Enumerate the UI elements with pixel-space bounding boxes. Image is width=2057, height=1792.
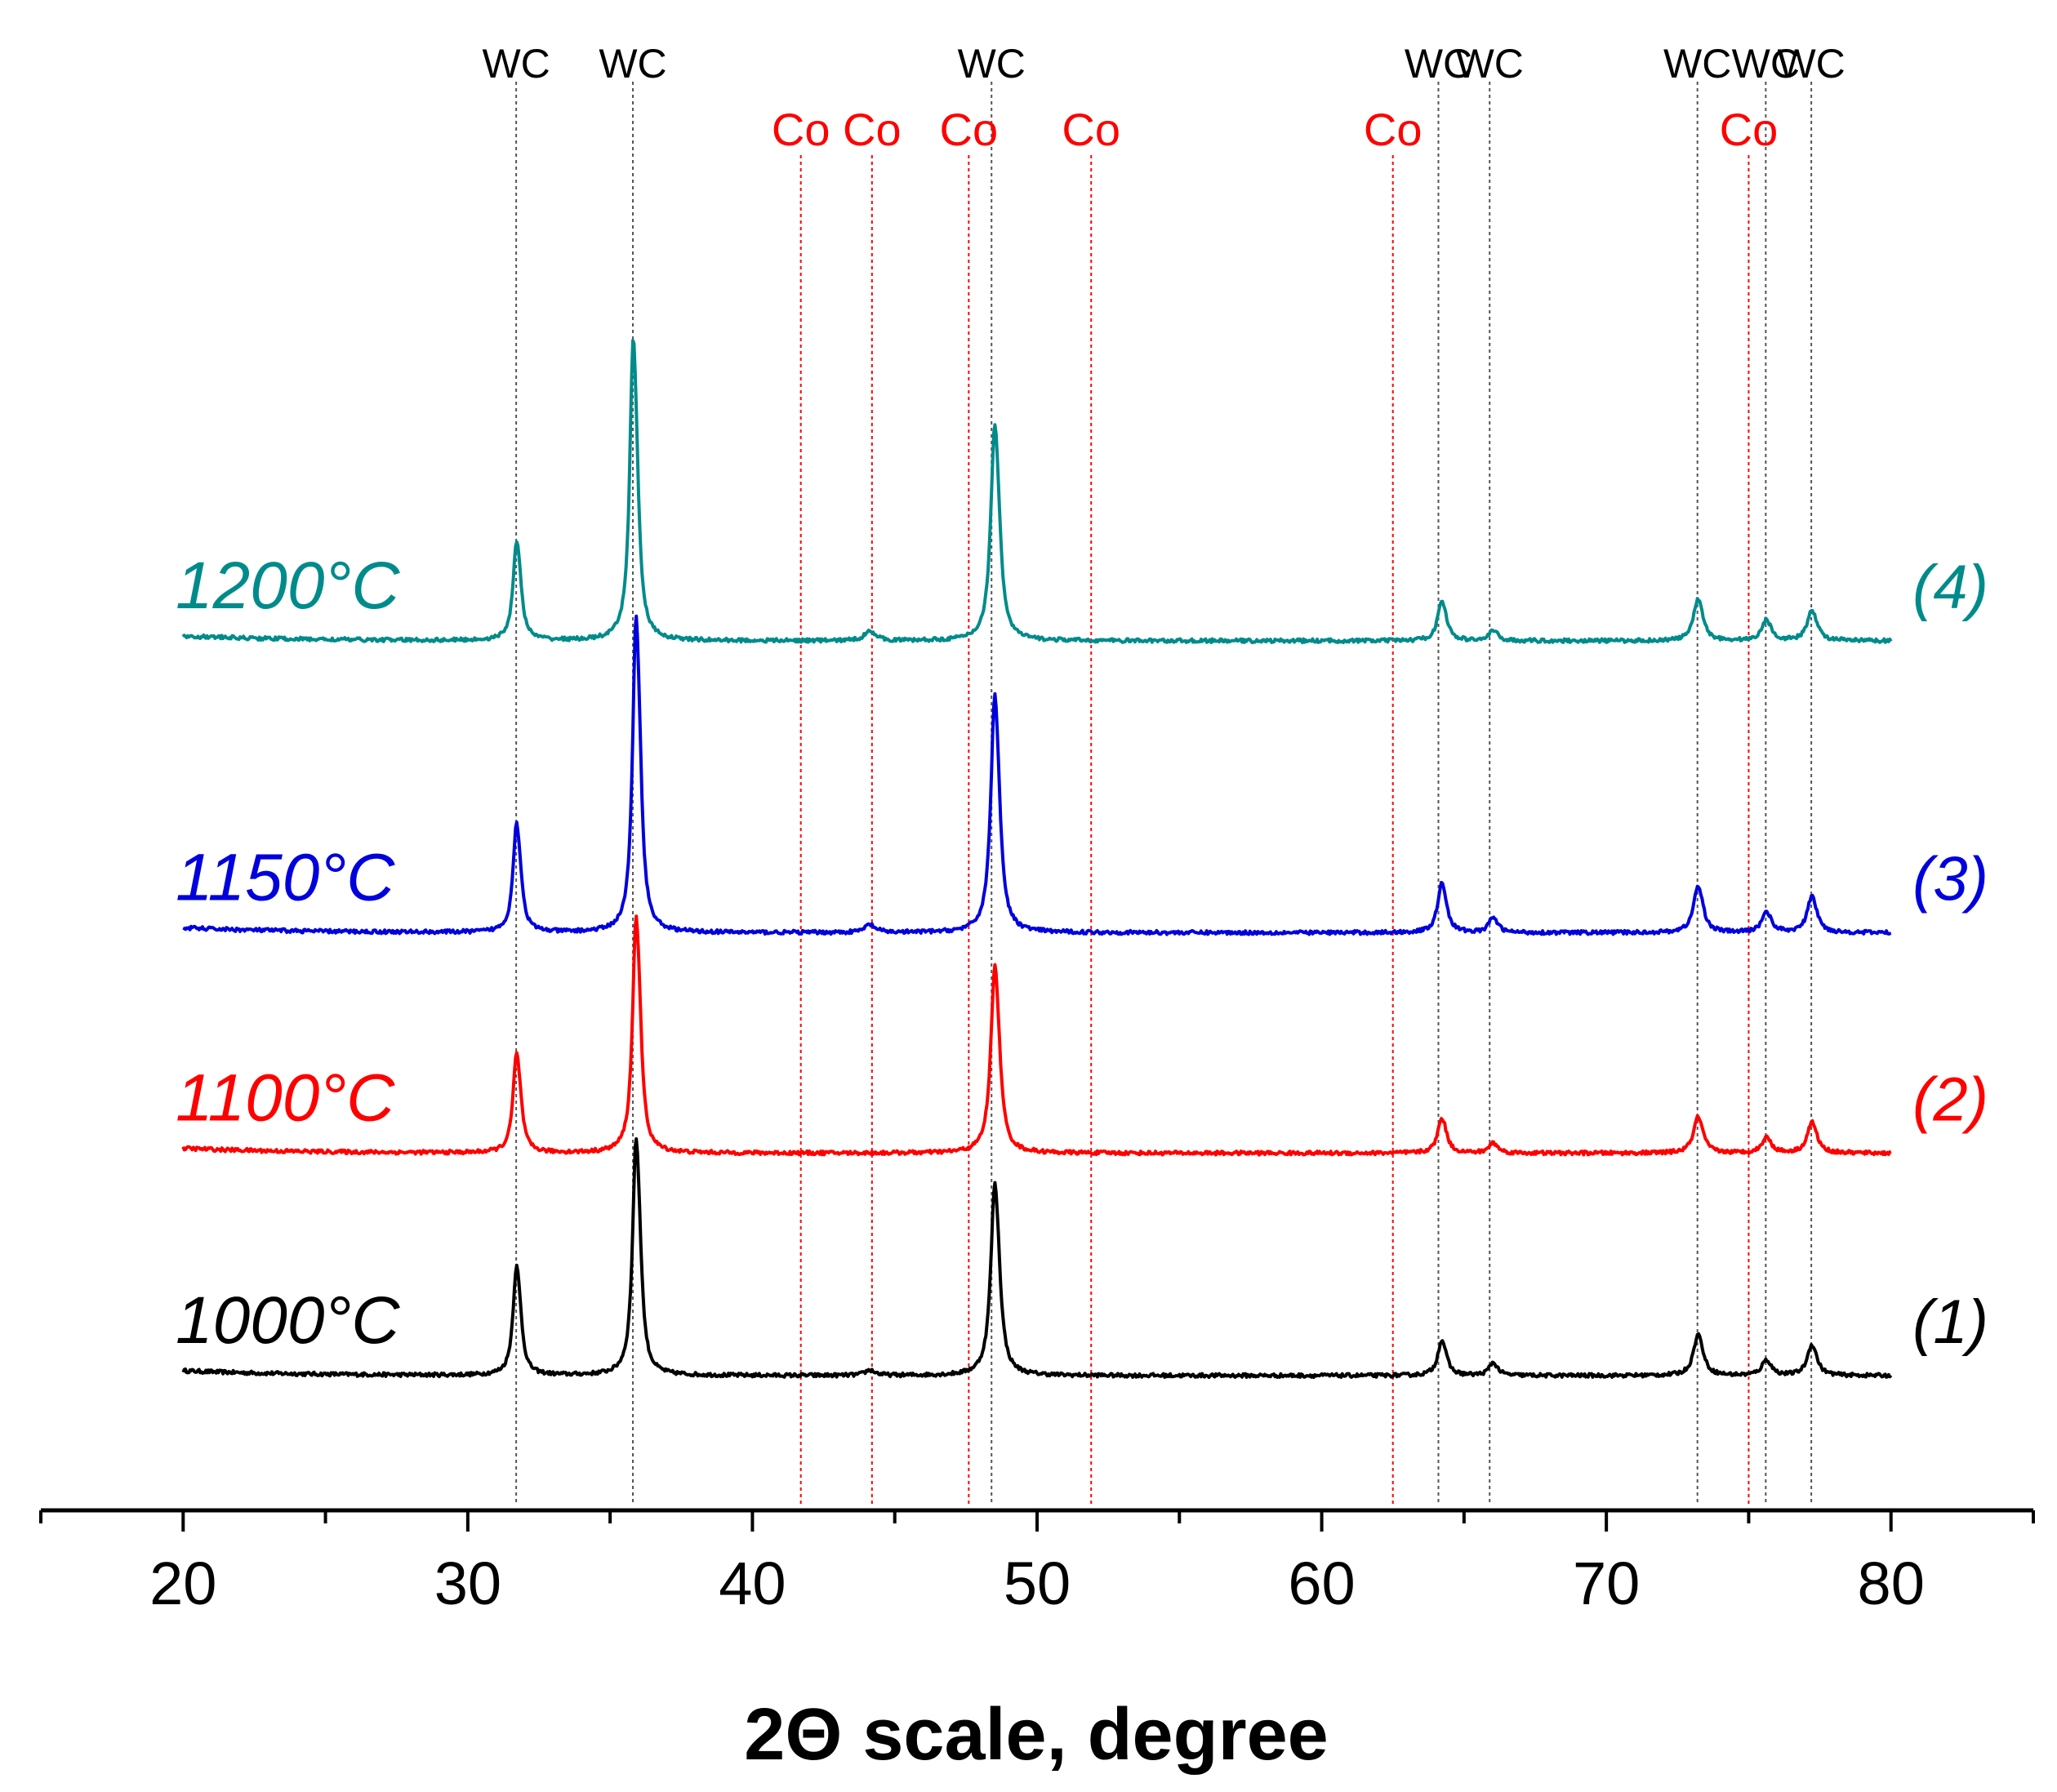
wc-peak-label: WC — [1663, 41, 1731, 87]
x-tick-label: 70 — [1573, 1550, 1640, 1617]
co-peak-label: Co — [772, 104, 830, 155]
wc-peak-label: WC — [1777, 41, 1845, 87]
series-line-3 — [182, 614, 1892, 936]
x-axis-title: 2Θ scale, degree — [744, 1694, 1328, 1776]
series-line-2 — [181, 914, 1892, 1157]
co-peak-label: Co — [940, 104, 999, 155]
wc-peak-label: WC — [1456, 41, 1524, 87]
co-peak-label: Co — [1720, 104, 1779, 155]
reference-lines — [515, 82, 1813, 1504]
wc-peak-label: WC — [958, 41, 1026, 87]
x-tick-label: 20 — [149, 1550, 216, 1617]
series-temperature-label: 1100°C — [176, 1061, 395, 1136]
series-line-4 — [181, 339, 1893, 645]
series-number-label: (4) — [1912, 553, 1988, 622]
wc-peak-label: WC — [482, 41, 550, 87]
x-tick-label: 60 — [1288, 1550, 1355, 1617]
co-peak-label: Co — [1062, 104, 1120, 155]
x-tick-label: 30 — [434, 1550, 501, 1617]
wc-peak-label: WC — [599, 41, 666, 87]
series-number-label: (3) — [1912, 845, 1988, 914]
x-tick-label: 50 — [1004, 1550, 1071, 1617]
series-temperature-label: 1150°C — [176, 841, 395, 915]
wc-peak-label: WC — [1405, 41, 1472, 87]
series-labels: 1000°C (1) 1100°C (2) 1150°C (3) 1200°C (4) — [176, 549, 1988, 1358]
series-temperature-label: 1200°C — [176, 549, 400, 623]
series-temperature-label: 1000°C — [176, 1283, 400, 1358]
x-axis: 20 30 40 50 60 70 80 — [39, 1508, 2035, 1617]
series-line-1 — [181, 1137, 1893, 1380]
series-number-label: (2) — [1912, 1065, 1988, 1135]
diffraction-patterns — [181, 339, 1893, 1380]
x-tick-label: 80 — [1858, 1550, 1925, 1617]
co-peak-label: Co — [843, 104, 902, 155]
wc-peak-label: WC — [1732, 41, 1800, 87]
series-number-label: (1) — [1912, 1287, 1988, 1357]
x-tick-label: 40 — [719, 1550, 786, 1617]
co-peak-label: Co — [1364, 104, 1423, 155]
